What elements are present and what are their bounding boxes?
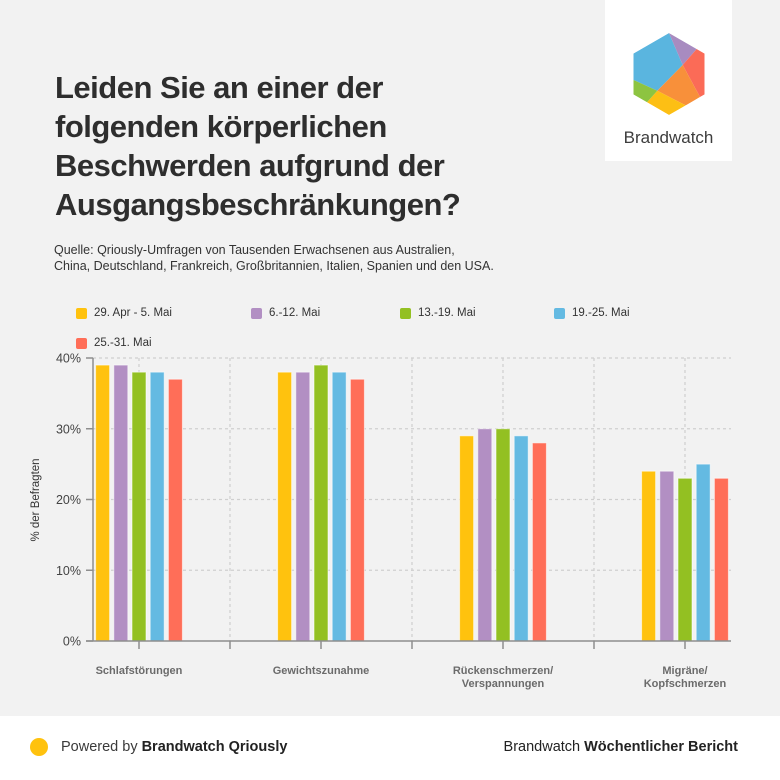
- bar: [659, 470, 675, 642]
- bar: [713, 477, 729, 642]
- x-tick-label-line: Rückenschmerzen/: [453, 665, 553, 677]
- legend-label: 6.-12. Mai: [269, 307, 321, 319]
- powered-by-brand: Brandwatch Qriously: [141, 739, 288, 755]
- legend-item: 6.-12. Mai: [251, 306, 320, 320]
- powered-by-prefix: Powered by: [61, 739, 138, 755]
- y-tick-label: 40%: [56, 352, 81, 366]
- logo-segment-blue: [633, 33, 683, 91]
- legend-item: 29. Apr - 5. Mai: [76, 306, 172, 320]
- y-tick-label: 10%: [56, 564, 81, 578]
- y-axis-label: % der Befragten: [30, 458, 42, 541]
- legend-label: 25.-31. Mai: [94, 337, 152, 349]
- logo-segment-orange: [657, 65, 700, 106]
- bar: [149, 371, 165, 642]
- legend-swatch: [251, 307, 262, 319]
- legend-label: 13.-19. Mai: [418, 307, 476, 319]
- brand-logo: Brandwatch: [605, 0, 732, 161]
- bar: [677, 477, 693, 642]
- x-tick-label: Migräne/Kopfschmerzen: [644, 665, 727, 690]
- bar: [641, 470, 657, 642]
- report-prefix: Brandwatch: [503, 739, 581, 755]
- brandwatch-hexagon-logo-icon: [633, 33, 705, 115]
- x-tick-label: Schlafstörungen: [96, 665, 183, 677]
- brand-dot-icon: [30, 738, 48, 756]
- x-tick-label-line: Gewichtszunahme: [273, 665, 370, 677]
- bar: [295, 371, 311, 642]
- bar: [113, 364, 129, 642]
- legend-item: 25.-31. Mai: [76, 336, 152, 350]
- report-name: Brandwatch Wöchentlicher Bericht: [504, 737, 738, 757]
- page-title: Leiden Sie an einer der folgenden körper…: [55, 70, 461, 222]
- bar: [459, 435, 475, 642]
- bar: [349, 378, 365, 642]
- bar: [331, 371, 347, 642]
- bar: [513, 435, 529, 642]
- footer: Powered by Brandwatch Qriously Brandwatch…: [0, 716, 780, 780]
- bar: [167, 378, 183, 642]
- legend-item: 19.-25. Mai: [554, 306, 630, 320]
- bar: [477, 428, 493, 642]
- x-tick-label-line: Verspannungen: [462, 678, 545, 690]
- bar: [131, 371, 147, 642]
- source-note: Quelle: Qriously-Umfragen von Tausenden …: [54, 242, 494, 274]
- legend-swatch: [76, 307, 87, 319]
- legend-swatch: [400, 307, 411, 319]
- bar-chart: 0% 10% 20% 30% 40% Schlafstörungen Gewichtszun…: [30, 352, 731, 690]
- logo-text: Brandwatch: [623, 128, 714, 147]
- source-note-line: Quelle: Qriously-Umfragen von Tausenden …: [54, 243, 455, 257]
- bar: [95, 364, 111, 642]
- legend-swatch: [554, 307, 565, 319]
- x-tick-label-line: Kopfschmerzen: [644, 678, 727, 690]
- powered-by: Powered by Brandwatch Qriously: [61, 737, 287, 757]
- x-tick-label: Rückenschmerzen/Verspannungen: [453, 665, 553, 690]
- bar: [695, 463, 711, 642]
- logo-segment-purple: [669, 33, 697, 65]
- legend-swatch: [76, 337, 87, 349]
- x-tick-label: Gewichtszunahme: [273, 665, 370, 677]
- report-title: Wöchentlicher Bericht: [584, 739, 738, 755]
- y-tick-label: 0%: [63, 635, 81, 649]
- x-tick-label-line: Schlafstörungen: [96, 665, 183, 677]
- bar: [277, 371, 293, 642]
- legend-label: 29. Apr - 5. Mai: [94, 307, 172, 319]
- logo-segment-red: [682, 49, 705, 97]
- y-tick-label: 20%: [56, 493, 81, 507]
- bar: [531, 442, 547, 642]
- logo-segment-yellow: [647, 90, 686, 115]
- bar: [495, 428, 511, 642]
- bar: [313, 364, 329, 642]
- x-tick-label-line: Migräne/: [662, 665, 707, 677]
- source-note-line: China, Deutschland, Frankreich, Großbrit…: [54, 259, 494, 273]
- legend-label: 19.-25. Mai: [572, 307, 630, 319]
- legend-item: 13.-19. Mai: [400, 306, 476, 320]
- logo-segment-green: [633, 80, 658, 103]
- y-tick-label: 30%: [56, 422, 81, 436]
